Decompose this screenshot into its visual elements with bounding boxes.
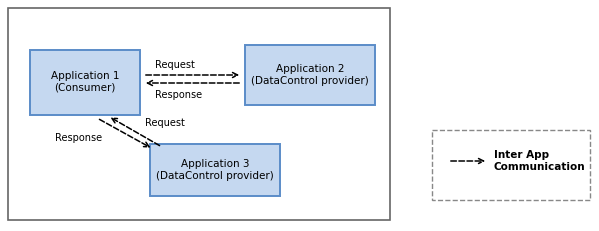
Text: Request: Request bbox=[145, 118, 185, 128]
Text: Application 3
(DataControl provider): Application 3 (DataControl provider) bbox=[156, 159, 274, 181]
Text: Request: Request bbox=[155, 60, 195, 70]
Bar bbox=[432, 130, 590, 200]
Text: Application 1
(Consumer): Application 1 (Consumer) bbox=[51, 71, 119, 93]
Text: Response: Response bbox=[155, 90, 202, 100]
Text: Response: Response bbox=[55, 133, 102, 143]
Text: Inter App
Communication: Inter App Communication bbox=[494, 150, 586, 172]
Bar bbox=[30, 49, 140, 115]
Bar bbox=[8, 8, 390, 220]
Bar bbox=[245, 45, 375, 105]
Text: Application 2
(DataControl provider): Application 2 (DataControl provider) bbox=[251, 64, 369, 86]
Bar bbox=[150, 144, 280, 196]
